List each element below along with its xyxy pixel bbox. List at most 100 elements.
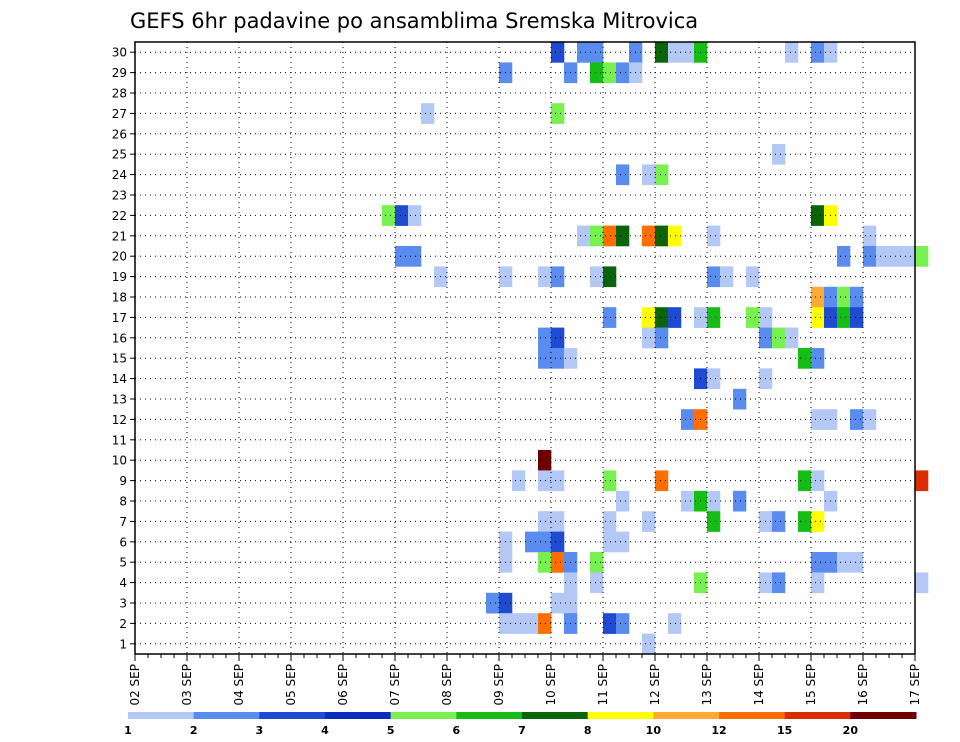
legend-level-label: 6 [453, 724, 461, 737]
precip-cell [538, 531, 552, 553]
precip-cell [551, 42, 565, 63]
y-tick-label: 23 [112, 189, 127, 203]
precip-cell [551, 348, 565, 369]
y-tick-label: 30 [112, 46, 127, 60]
precip-cell [382, 205, 396, 226]
precip-cell [642, 225, 656, 247]
precip-cell [837, 307, 851, 328]
precip-cell [590, 225, 604, 247]
y-tick-label: 14 [112, 372, 127, 386]
precip-cell [603, 225, 617, 247]
x-tick-label: 12 SEP [648, 664, 662, 706]
precip-cell [772, 572, 786, 594]
precip-cell [655, 164, 669, 186]
precip-cell [655, 42, 669, 63]
y-tick-label: 9 [119, 474, 127, 488]
legend-swatch [522, 712, 589, 719]
legend-swatch [128, 712, 195, 719]
precip-cell [590, 552, 604, 573]
y-tick-label: 2 [119, 617, 127, 631]
precip-cell [811, 205, 825, 226]
legend-level-label: 3 [256, 724, 264, 737]
legend-level-label: 12 [711, 724, 726, 737]
precip-cell [603, 62, 617, 84]
legend-level-label: 20 [843, 724, 859, 737]
precip-cell [707, 225, 721, 247]
precip-cell [538, 613, 552, 634]
y-tick-label: 16 [112, 331, 127, 345]
precip-cell [551, 266, 565, 288]
legend-swatch [784, 712, 851, 719]
precip-cell [733, 388, 747, 410]
precip-cell [395, 246, 409, 267]
precip-cell [551, 327, 565, 349]
precip-cell [746, 307, 760, 328]
legend-swatch [456, 712, 523, 719]
x-tick-label: 05 SEP [284, 664, 298, 706]
precip-cell [538, 511, 552, 532]
y-tick-label: 13 [112, 393, 127, 407]
precip-cell [551, 552, 565, 573]
precip-cell [642, 511, 656, 532]
precip-cell [811, 42, 825, 63]
precip-cell [681, 490, 695, 512]
precip-cell [681, 42, 695, 63]
y-tick-label: 21 [112, 229, 127, 243]
precip-cell [577, 225, 591, 247]
precip-cell [733, 490, 747, 512]
precip-cell [707, 490, 721, 512]
precip-cell [512, 613, 526, 634]
precip-cell [785, 42, 799, 63]
precip-cell [746, 266, 760, 288]
legend-swatch [193, 712, 260, 719]
y-tick-label: 12 [112, 413, 127, 427]
precip-cell [655, 225, 669, 247]
x-tick-label: 14 SEP [752, 664, 766, 706]
legend-level-label: 10 [646, 724, 662, 737]
precip-cell [811, 348, 825, 369]
y-tick-label: 10 [112, 454, 127, 468]
x-tick-label: 13 SEP [700, 664, 714, 706]
legend-swatch [325, 712, 392, 719]
y-tick-label: 1 [119, 637, 127, 651]
color-legend: 1 2 3 4 5 6 7 8 10 12 15 20 [124, 712, 917, 737]
precip-cell [551, 511, 565, 532]
y-tick-label: 3 [119, 597, 127, 611]
precip-cell [551, 470, 565, 492]
precip-cell [811, 572, 825, 594]
precip-cell [681, 409, 695, 430]
precip-cell [616, 62, 630, 84]
legend-level-label: 2 [190, 724, 198, 737]
x-tick-label: 06 SEP [336, 664, 350, 706]
y-tick-label: 8 [119, 495, 127, 509]
precip-cell [850, 409, 864, 430]
precip-cell [850, 307, 864, 328]
precip-cell [811, 409, 825, 430]
y-tick-label: 29 [112, 66, 127, 80]
precip-cell [642, 307, 656, 328]
precip-cell [616, 531, 630, 553]
y-tick-label: 24 [112, 168, 127, 182]
precip-cell [798, 470, 812, 492]
precip-cell [863, 409, 877, 430]
precip-cell [811, 286, 825, 308]
precip-cell [525, 613, 539, 634]
precip-cell [538, 552, 552, 573]
precip-cell [590, 572, 604, 594]
precip-cell [538, 348, 552, 369]
grid-lines [135, 42, 915, 654]
precip-cell [538, 327, 552, 349]
y-tick-label: 22 [112, 209, 127, 223]
x-tick-label: 17 SEP [908, 664, 922, 706]
precip-cell [486, 592, 500, 614]
precip-cell [668, 42, 682, 63]
precip-cell [850, 286, 864, 308]
precip-cell [837, 286, 851, 308]
precip-cell [707, 368, 721, 390]
precip-cell [642, 164, 656, 186]
x-tick-label: 10 SEP [544, 664, 558, 706]
y-tick-label: 18 [112, 291, 127, 305]
precip-cell [876, 246, 890, 267]
x-tick-label: 11 SEP [596, 664, 610, 706]
precip-cell [902, 246, 916, 267]
